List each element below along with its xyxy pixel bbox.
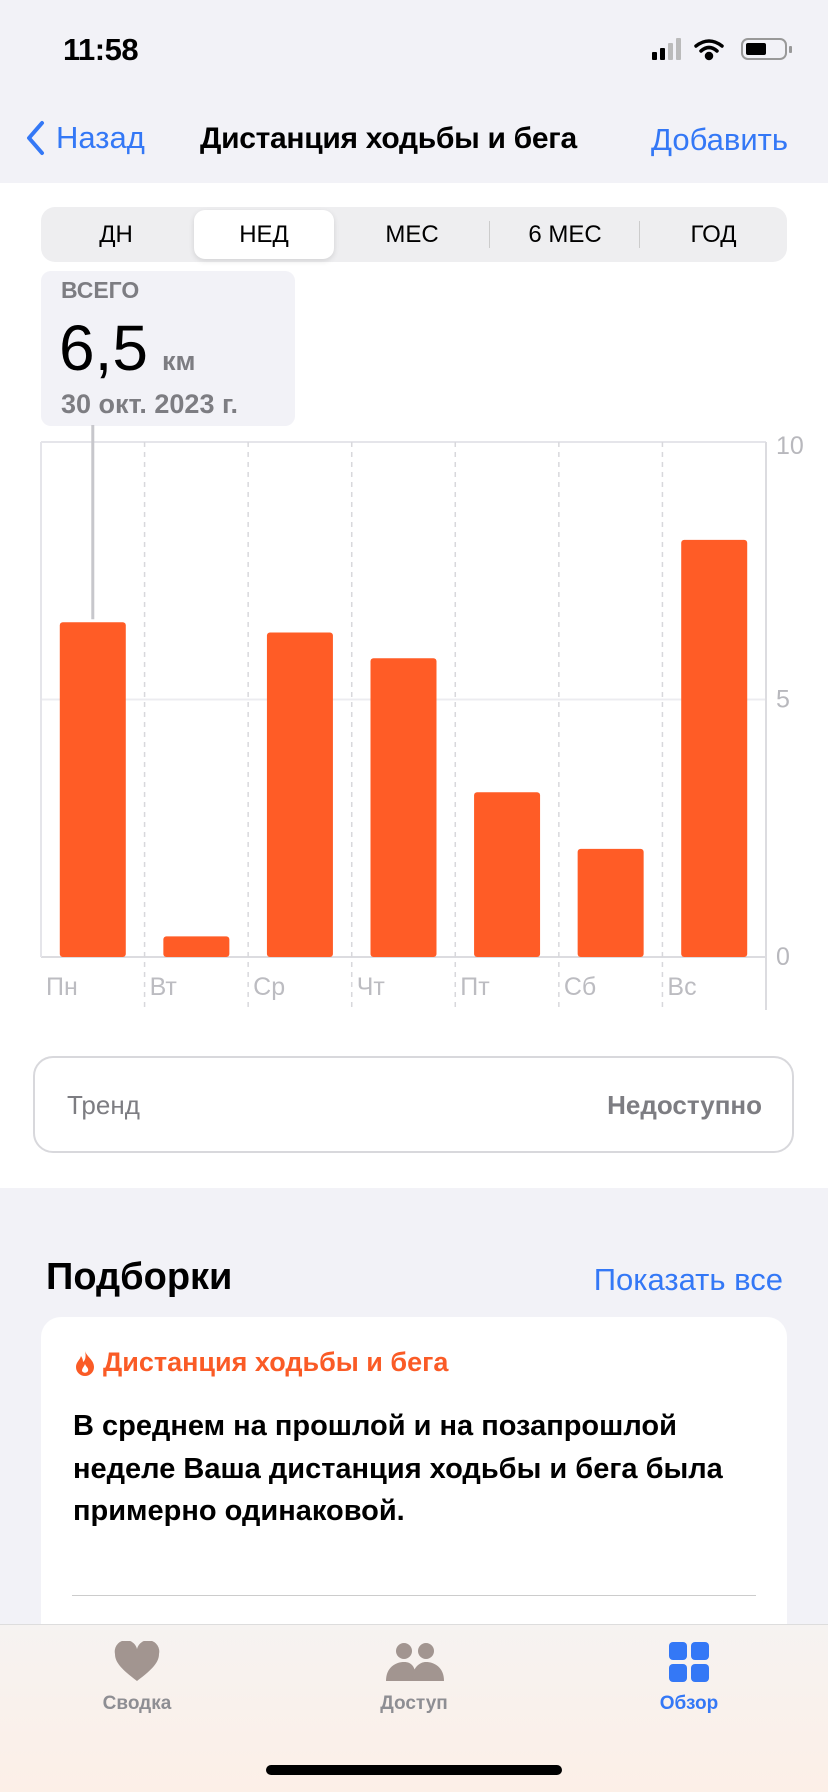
bar-Ср <box>266 632 333 957</box>
bar-Вт <box>163 936 230 957</box>
tab-bar: Сводка Доступ Обзор <box>0 1624 828 1792</box>
highlight-card-body: В среднем на прошлой и на позапрошлой не… <box>73 1410 723 1527</box>
bar-Чт <box>370 658 437 957</box>
home-indicator[interactable] <box>266 1765 562 1775</box>
highlights-heading: Подборки <box>46 1256 233 1298</box>
add-button[interactable]: Добавить <box>650 122 788 157</box>
flame-icon <box>76 1350 94 1376</box>
trend-value: Недоступно <box>607 1090 762 1120</box>
back-button[interactable]: Назад <box>24 120 145 156</box>
y-tick-label: 0 <box>776 943 790 971</box>
heart-icon <box>114 1641 160 1681</box>
bar-Пн <box>59 622 126 957</box>
x-tick-label: Ср <box>253 973 285 1001</box>
highlight-card[interactable]: Дистанция ходьбы и бега В среднем на про… <box>41 1317 787 1657</box>
people-icon <box>386 1643 444 1681</box>
x-tick-label: Чт <box>357 973 386 1001</box>
show-all-link[interactable]: Показать все <box>593 1262 783 1297</box>
summary-unit: км <box>161 346 196 376</box>
bar-Вс <box>681 539 748 957</box>
tab-summary[interactable]: Сводка <box>57 1641 217 1715</box>
bar-Пт <box>474 792 541 957</box>
signal-icon <box>652 38 681 60</box>
battery-icon <box>741 38 792 60</box>
segment-6-months[interactable]: 6 МЕС <box>528 220 602 248</box>
back-label: Назад <box>56 120 145 155</box>
highlight-card-title: Дистанция ходьбы и бега <box>103 1347 449 1377</box>
segment-divider <box>489 221 490 248</box>
segment-divider <box>639 221 640 248</box>
trend-label: Тренд <box>67 1090 140 1120</box>
tab-sharing[interactable]: Доступ <box>334 1641 494 1715</box>
segment-year[interactable]: ГОД <box>690 220 737 248</box>
grid-icon <box>669 1642 709 1682</box>
x-tick-label: Вт <box>150 973 178 1001</box>
nav-bar <box>0 0 828 183</box>
x-tick-label: Пн <box>46 973 78 1001</box>
page-title: Дистанция ходьбы и бега <box>200 122 577 155</box>
summary-date: 30 окт. 2023 г. <box>61 389 239 419</box>
y-tick-label: 5 <box>776 686 790 714</box>
bar-Сб <box>577 848 644 957</box>
tab-label: Обзор <box>659 1693 719 1714</box>
x-tick-label: Вс <box>667 973 696 1001</box>
wifi-icon <box>694 39 724 61</box>
segment-day[interactable]: ДН <box>99 220 133 248</box>
highlight-card-title-row: Дистанция ходьбы и бега <box>75 1347 448 1378</box>
chevron-left-icon <box>27 121 44 155</box>
segment-week[interactable]: НЕД <box>194 210 334 259</box>
x-tick-label: Сб <box>564 973 596 1001</box>
card-divider <box>72 1595 756 1596</box>
summary-value: 6,5 <box>59 312 148 384</box>
y-tick-label: 10 <box>776 432 804 460</box>
trend-row[interactable]: Тренд Недоступно <box>33 1056 794 1153</box>
tab-label: Сводка <box>102 1693 172 1714</box>
distance-bar-chart[interactable]: 0 5 10 Пн Вт Ср Чт Пт Сб Вс <box>0 420 828 1010</box>
segment-month[interactable]: МЕС <box>385 220 439 248</box>
status-time: 11:58 <box>63 32 139 67</box>
x-tick-label: Пт <box>460 973 490 1001</box>
tab-label: Доступ <box>380 1693 448 1714</box>
selection-summary: ВСЕГО 6,5 км 30 окт. 2023 г. <box>41 271 295 426</box>
summary-label: ВСЕГО <box>61 277 140 303</box>
summary-value-row: 6,5 км <box>59 311 195 385</box>
status-icons <box>652 38 792 61</box>
period-segmented-control: ДН НЕД МЕС 6 МЕС ГОД <box>41 207 787 262</box>
tab-browse[interactable]: Обзор <box>609 1641 769 1715</box>
